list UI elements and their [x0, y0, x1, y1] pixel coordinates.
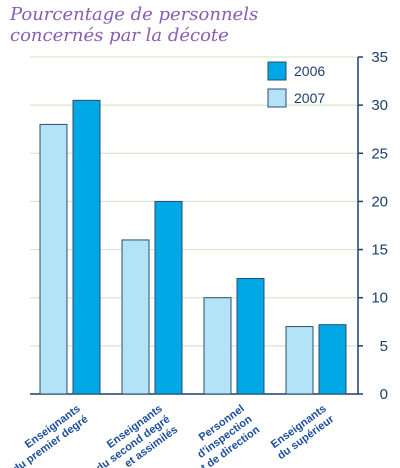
y-tick-label: 20: [371, 193, 388, 210]
bar-2007: [203, 297, 232, 395]
category-label: Enseignantsdu supérieur: [268, 402, 337, 462]
bar-2007: [39, 123, 68, 395]
category-label: Enseignantsdu second degréet assimilés: [86, 403, 180, 468]
y-tick-label: 30: [371, 97, 388, 114]
bar-2007: [285, 326, 314, 395]
chart-title: Pourcentage de personnels concernés par …: [10, 4, 259, 46]
bar-2006: [154, 200, 183, 395]
category-label: Enseignantsdu premier degré: [3, 403, 90, 468]
y-tick-label: 25: [371, 145, 388, 162]
legend-label-2006: 2006: [294, 63, 325, 79]
legend-swatch-2007: [267, 88, 287, 108]
bar-2006: [236, 277, 265, 395]
y-tick-label: 5: [380, 338, 388, 355]
legend-label-2007: 2007: [294, 90, 325, 106]
y-tick-label: 15: [371, 242, 388, 259]
category-label: Personneld'inspectionet de direction: [179, 403, 262, 468]
bar-2006: [318, 324, 347, 395]
y-tick-label: 0: [380, 386, 388, 403]
y-tick-label: 35: [371, 49, 388, 66]
y-tick-label: 10: [371, 290, 388, 307]
bar-2007: [121, 239, 150, 395]
bar-2006: [72, 99, 101, 395]
legend-swatch-2006: [267, 61, 287, 81]
